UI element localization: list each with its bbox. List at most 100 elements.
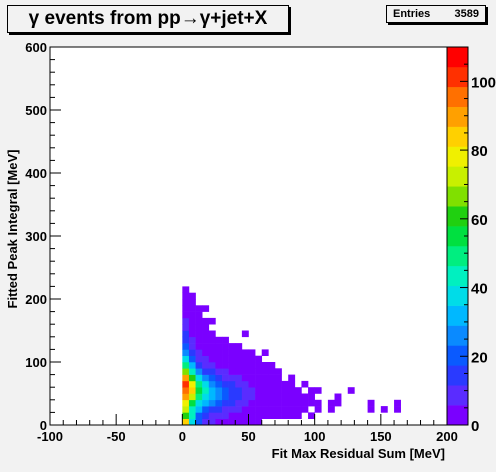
heatmap-bin xyxy=(314,387,322,394)
heatmap-bin xyxy=(261,380,269,388)
heatmap-bin xyxy=(241,349,249,356)
heatmap-bin xyxy=(228,387,236,394)
heatmap-bin xyxy=(215,418,223,426)
heatmap-bin xyxy=(228,355,236,363)
heatmap-bin xyxy=(308,393,315,401)
heatmap-bin xyxy=(248,355,256,363)
heatmap-bin xyxy=(261,368,269,375)
heatmap-bin xyxy=(268,406,276,413)
heatmap-bin xyxy=(261,393,269,401)
heatmap-bin xyxy=(202,349,210,356)
heatmap-bin xyxy=(195,387,203,394)
heatmap-bin xyxy=(308,387,315,394)
heatmap-bin xyxy=(235,418,243,426)
heatmap-bin xyxy=(261,362,269,369)
heatmap-bin xyxy=(195,349,203,356)
heatmap-bin xyxy=(215,368,223,375)
heatmap-bin xyxy=(235,362,243,369)
palette-swatch xyxy=(447,86,468,107)
heatmap-bin xyxy=(367,399,375,407)
heatmap-bin xyxy=(261,399,269,407)
heatmap-bin xyxy=(268,374,276,382)
heatmap-bin xyxy=(222,399,229,407)
heatmap-bin xyxy=(188,380,196,388)
y-tick-label: 500 xyxy=(25,103,47,118)
heatmap-bin xyxy=(222,362,229,369)
heatmap-bin xyxy=(215,362,223,369)
heatmap-bin xyxy=(228,406,236,413)
x-axis-title: Fit Max Residual Sum [MeV] xyxy=(272,446,445,461)
heatmap-bin xyxy=(208,330,216,338)
heatmap-bin xyxy=(188,349,196,356)
palette-swatch xyxy=(447,226,468,247)
heatmap-bin xyxy=(208,343,216,350)
heatmap-bin xyxy=(268,412,276,419)
heatmap-bin xyxy=(241,418,249,426)
heatmap-bin xyxy=(195,406,203,413)
x-tick-label: 0 xyxy=(179,429,186,444)
heatmap-bin xyxy=(394,406,401,413)
heatmap-bin xyxy=(188,406,196,413)
heatmap-bin xyxy=(228,368,236,375)
heatmap-bin xyxy=(182,305,190,312)
heatmap-bin xyxy=(255,380,263,388)
heatmap-bin xyxy=(268,368,276,375)
heatmap-bin xyxy=(215,343,223,350)
heatmap-bin xyxy=(241,380,249,388)
heatmap-bin xyxy=(222,374,229,382)
heatmap-bin xyxy=(215,380,223,388)
heatmap-bin xyxy=(182,292,190,300)
heatmap-bin xyxy=(188,387,196,394)
heatmap-bin xyxy=(202,317,210,325)
heatmap-bin xyxy=(248,393,256,401)
heatmap-bin xyxy=(182,368,190,375)
heatmap-bin xyxy=(202,412,210,419)
heatmap-bin xyxy=(294,406,302,413)
heatmap-bin xyxy=(208,362,216,369)
palette-swatch xyxy=(447,245,468,267)
heatmap-bin xyxy=(334,393,342,401)
heatmap-bin xyxy=(182,286,190,293)
heatmap-bin xyxy=(241,393,249,401)
heatmap-bin xyxy=(241,387,249,394)
heatmap-bin xyxy=(235,412,243,419)
palette-swatch xyxy=(447,206,468,227)
heatmap-bin xyxy=(248,349,256,356)
heatmap-bin xyxy=(208,317,216,325)
heatmap-bin xyxy=(188,399,196,407)
heatmap-bin xyxy=(288,393,296,401)
heatmap-bin xyxy=(202,355,210,363)
heatmap-bin xyxy=(195,355,203,363)
heatmap-bin xyxy=(235,399,243,407)
heatmap-bin xyxy=(235,355,243,363)
palette-swatch xyxy=(447,166,468,187)
heatmap-bin xyxy=(182,380,190,388)
heatmap-bin xyxy=(235,368,243,375)
palette-swatch xyxy=(447,285,468,306)
heatmap-bin xyxy=(288,412,296,419)
heatmap-bin xyxy=(394,399,401,407)
heatmap-bin xyxy=(268,393,276,401)
heatmap-bin xyxy=(241,374,249,382)
heatmap-bin xyxy=(182,374,190,382)
heatmap-bin xyxy=(235,380,243,388)
palette-swatch xyxy=(447,106,468,127)
heatmap-bin xyxy=(202,336,210,344)
heatmap-bin xyxy=(288,399,296,407)
heatmap-bin xyxy=(314,399,322,407)
palette-tick-label: 0 xyxy=(471,418,479,435)
heatmap-bin xyxy=(228,362,236,369)
heatmap-bin xyxy=(222,380,229,388)
heatmap-bin xyxy=(274,393,282,401)
heatmap-bin xyxy=(188,336,196,344)
heatmap-bin xyxy=(261,406,269,413)
heatmap-bin xyxy=(248,374,256,382)
heatmap-bin xyxy=(215,399,223,407)
heatmap-bin xyxy=(235,374,243,382)
heatmap-bin xyxy=(188,418,196,426)
axes: -100 -50 0 50 100 150 200 0 100 200 300 400 500 600 xyxy=(25,40,458,444)
palette-swatch xyxy=(447,146,468,167)
heatmap-bin xyxy=(228,380,236,388)
heatmap-bin xyxy=(235,343,243,350)
